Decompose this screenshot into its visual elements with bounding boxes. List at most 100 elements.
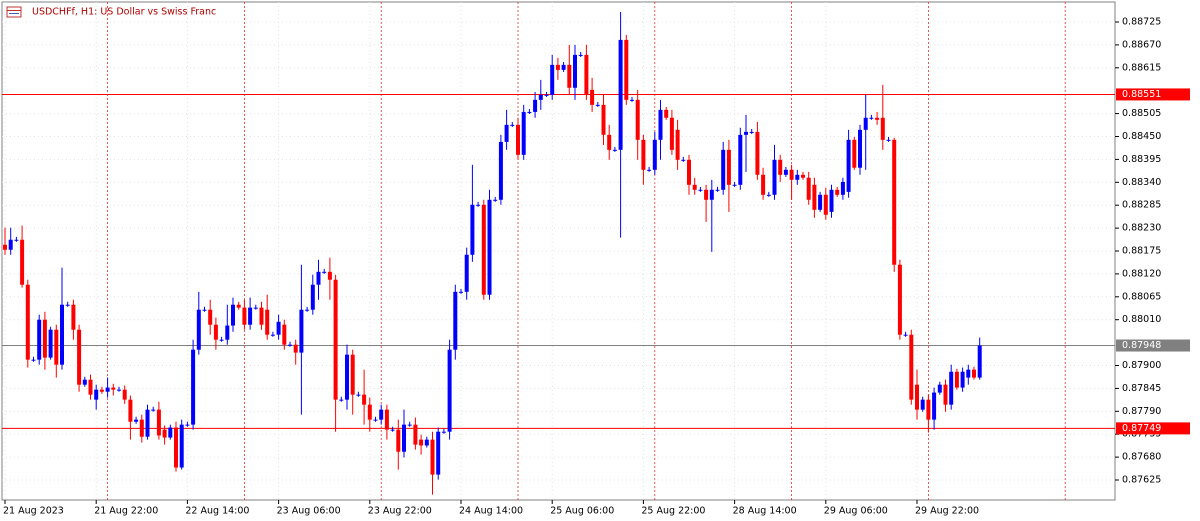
candle-body xyxy=(82,379,87,385)
candle-body xyxy=(869,117,874,119)
candle-body xyxy=(37,319,42,360)
candle-body xyxy=(977,345,982,378)
candle-body xyxy=(54,329,59,365)
candle-body xyxy=(476,204,481,206)
candle-body xyxy=(801,174,805,178)
candle-body xyxy=(487,199,492,295)
candle-body xyxy=(766,194,771,196)
candle-body xyxy=(362,394,367,405)
price-level-label: 0.87749 xyxy=(1122,423,1161,434)
candle-body xyxy=(692,184,697,190)
y-tick-label: 0.88120 xyxy=(1122,268,1161,279)
candle-body xyxy=(196,309,201,350)
y-tick-label: 0.88615 xyxy=(1122,62,1161,73)
candle-body xyxy=(384,409,389,430)
candle-body xyxy=(65,304,70,306)
y-tick-label: 0.88395 xyxy=(1122,154,1161,165)
candle-body xyxy=(687,159,691,185)
candle-body xyxy=(288,344,292,346)
candle-body xyxy=(949,371,954,405)
candle-body xyxy=(966,369,971,378)
candle-body xyxy=(835,189,840,195)
candle-body xyxy=(778,159,783,175)
candle-body xyxy=(42,319,47,358)
candle-body xyxy=(954,371,959,388)
candle-body xyxy=(538,94,543,100)
candle-body xyxy=(555,64,560,70)
candle-body xyxy=(715,189,720,191)
candle-body xyxy=(761,174,766,195)
candle-body xyxy=(71,304,76,330)
candle-body xyxy=(464,254,469,292)
y-tick-label: 0.88010 xyxy=(1122,314,1161,325)
y-tick-label: 0.87680 xyxy=(1122,452,1161,463)
candle-body xyxy=(134,419,139,422)
candle-body xyxy=(402,424,406,452)
candle-body xyxy=(481,204,486,295)
candle-body xyxy=(527,111,532,113)
candle-body xyxy=(20,239,25,285)
candle-body xyxy=(892,139,897,265)
candle-body xyxy=(202,309,207,311)
candle-body xyxy=(533,99,538,112)
candle-body xyxy=(270,334,275,336)
x-tick-label: 21 Aug 22:00 xyxy=(94,506,158,517)
candle-body xyxy=(721,149,726,190)
price-level-label: 0.88551 xyxy=(1122,89,1161,100)
candle-body xyxy=(162,429,167,438)
y-tick-label: 0.87625 xyxy=(1122,475,1161,486)
candle-body xyxy=(174,427,178,468)
y-tick-label: 0.88285 xyxy=(1122,200,1161,211)
candle-body xyxy=(156,409,161,436)
candle-body xyxy=(219,339,224,341)
candle-body xyxy=(664,109,669,118)
candle-body xyxy=(436,431,441,475)
candle-body xyxy=(94,389,99,400)
candle-body xyxy=(168,427,173,438)
candle-body xyxy=(590,89,595,105)
x-tick-label: 29 Aug 06:00 xyxy=(824,506,888,517)
candle-body xyxy=(339,399,344,401)
candle-body xyxy=(25,284,30,360)
x-tick-label: 24 Aug 14:00 xyxy=(459,506,523,517)
candle-body xyxy=(231,304,235,326)
candle-body xyxy=(658,109,663,140)
candle-body xyxy=(783,169,788,175)
candle-body xyxy=(345,354,349,400)
candle-body xyxy=(3,244,7,250)
candle-body xyxy=(453,291,458,350)
y-tick-label: 0.88450 xyxy=(1122,131,1161,142)
candle-body xyxy=(738,134,743,185)
candle-body xyxy=(236,304,241,308)
candle-body xyxy=(669,117,674,150)
symbol-icon xyxy=(6,6,22,18)
candle-body xyxy=(607,134,612,150)
candle-body xyxy=(903,334,908,336)
y-tick-label: 0.88340 xyxy=(1122,177,1161,188)
candle-body xyxy=(772,159,777,195)
candle-body xyxy=(430,439,435,475)
candle-body xyxy=(795,174,800,180)
candle-body xyxy=(641,139,646,170)
candle-body xyxy=(504,124,509,142)
candle-body xyxy=(333,279,338,400)
candle-body xyxy=(373,419,378,421)
candle-body xyxy=(111,387,116,390)
candle-body xyxy=(60,304,64,365)
candle-body xyxy=(396,429,401,452)
candle-body xyxy=(139,419,144,437)
candle-body xyxy=(14,239,19,241)
candle-body xyxy=(863,117,868,130)
price-level-tag xyxy=(1116,339,1190,352)
y-tick-label: 0.88505 xyxy=(1122,108,1161,119)
candle-body xyxy=(242,307,247,325)
candle-body xyxy=(630,99,634,101)
candle-body xyxy=(584,54,589,95)
candle-body xyxy=(601,104,606,135)
candle-body xyxy=(99,389,104,392)
y-tick-label: 0.88670 xyxy=(1122,39,1161,50)
candle-body xyxy=(441,431,446,433)
candle-body xyxy=(282,324,287,345)
